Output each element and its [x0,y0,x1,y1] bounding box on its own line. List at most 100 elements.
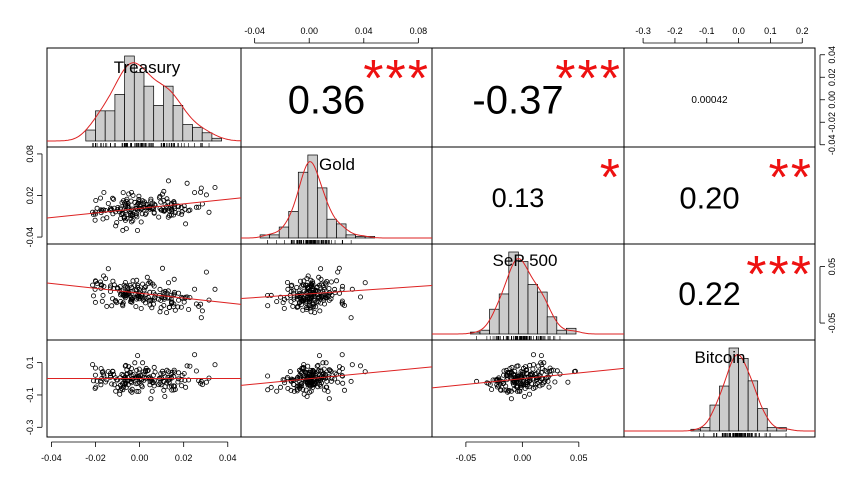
scatter-point [148,396,154,402]
significance-stars: *** [555,50,622,108]
scatter-point [348,378,354,384]
scatter-point [124,196,130,202]
scatter-point [125,382,131,388]
scatter-point [503,387,509,393]
scatter-point [93,197,99,203]
scatter-point [156,382,162,388]
scatter-point [514,383,520,389]
scatter-point [335,269,341,275]
smoother-line [46,197,242,219]
scatter-point [109,381,115,387]
scatter-point [339,366,345,372]
scatter-point [306,303,312,309]
scatter-point [297,368,303,374]
scatter-point [148,196,154,202]
scatter-point [92,385,98,391]
scatter-point [324,378,330,384]
smoother-line [431,367,625,389]
scatter-point [332,286,338,292]
scatter-point [178,304,184,310]
tick-label-bottom-sep-500: 0.05 [570,453,588,463]
scatter-point [108,205,114,211]
scatter-point [93,365,99,371]
scatter-point [94,378,100,384]
scatter-point [120,381,126,387]
scatter-point [136,379,142,385]
scatter-point [341,387,347,393]
scatter-point [318,281,324,287]
scatter-point [339,286,345,292]
scatter-point [310,301,316,307]
scatter-point [203,379,209,385]
significance-stars: *** [746,246,813,304]
scatter-point [198,315,204,321]
scatter-point [326,285,332,291]
tick-label-left-bitcoin: -0.3 [25,420,35,436]
scatter-point [128,198,134,204]
scatter-point [147,302,153,308]
scatter-point [136,286,142,292]
scatter-point [321,285,327,291]
scatter-point [99,208,105,214]
scatter-point [128,378,134,384]
scatter-point [321,301,327,307]
scatter-point [339,283,345,289]
scatter-point [134,210,140,216]
scatter-point [171,367,177,373]
scatter-point [546,384,552,390]
scatter-point [130,288,136,294]
hist-bar-bitcoin-15 [766,427,778,432]
scatter-point [126,191,132,197]
scatter-point [91,211,97,217]
variable-label-sep-500: SeP 500 [493,251,558,270]
scatter-point [206,297,212,303]
scatter-point [357,363,363,369]
scatter-point [158,371,164,377]
scatter-point [301,365,307,371]
scatter-point [114,377,120,383]
scatter-point [134,388,140,394]
tick-label-right-treasury: 0.04 [827,46,837,64]
scatter-point [129,212,135,218]
scatter-point [134,296,140,302]
scatter-point [144,274,150,280]
scatter-point [183,384,189,390]
scatter-point [140,281,146,287]
density-line-sep-500 [432,258,624,335]
scatter-point [186,377,192,383]
density-line-treasury [47,62,241,142]
scatter-point [113,299,119,305]
hist-bar-treasury-4 [85,129,96,142]
significance-stars: *** [363,50,430,108]
scatter-point [310,371,316,377]
scatter-point [151,364,157,370]
hist-bar-bitcoin-14 [757,408,768,432]
scatter-point [156,214,162,220]
hist-bar-gold-11 [345,234,356,239]
scatter-point [159,265,165,271]
scatter-point [284,279,290,285]
scatter-point [98,195,104,201]
scatter-point [136,388,142,394]
tick-label-right-sep-500: -0.05 [827,313,837,334]
scatter-point [141,296,147,302]
scatter-point [305,273,311,279]
hist-bar-sep-500-11 [537,291,548,335]
scatter-point [300,386,306,392]
scatter-point [304,371,310,377]
scatter-point [362,280,368,286]
scatter-point [310,287,316,293]
scatter-point [295,304,301,310]
scatter-point [317,308,323,314]
scatter-point [148,297,154,303]
scatter-point [280,377,286,383]
scatter-point [281,305,287,311]
hist-bar-treasury-14 [182,124,193,142]
scatter-point [111,382,117,388]
scatter-point [152,294,158,300]
scatter-point [304,393,310,399]
scatter-point [333,371,339,377]
scatter-point [165,288,171,294]
scatter-point [304,285,310,291]
scatter-point [268,292,274,298]
